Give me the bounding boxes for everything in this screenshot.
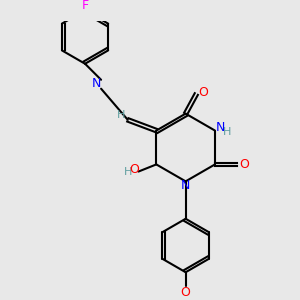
Text: H: H: [124, 167, 132, 176]
Text: N: N: [216, 122, 225, 134]
Text: O: O: [199, 86, 208, 99]
Text: H: H: [116, 110, 125, 119]
Text: H: H: [223, 127, 232, 137]
Text: O: O: [129, 163, 139, 176]
Text: N: N: [181, 179, 190, 192]
Text: O: O: [239, 158, 249, 171]
Text: O: O: [181, 286, 190, 299]
Text: N: N: [92, 77, 101, 90]
Text: F: F: [82, 0, 88, 12]
